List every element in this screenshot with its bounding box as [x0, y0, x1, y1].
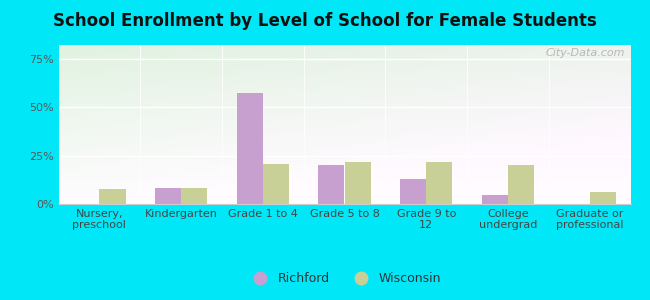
Bar — [318, 165, 344, 204]
Bar — [590, 192, 616, 204]
Bar — [155, 188, 181, 204]
Bar — [237, 94, 263, 204]
Text: School Enrollment by Level of School for Female Students: School Enrollment by Level of School for… — [53, 12, 597, 30]
Text: City-Data.com: City-Data.com — [545, 48, 625, 58]
Bar — [400, 179, 426, 204]
Bar — [482, 195, 508, 204]
Legend: Richford, Wisconsin: Richford, Wisconsin — [243, 267, 446, 290]
Bar — [263, 164, 289, 204]
Bar — [508, 165, 534, 204]
Bar — [181, 188, 207, 204]
Bar — [99, 190, 125, 204]
Bar — [426, 162, 452, 204]
Bar — [344, 162, 370, 204]
